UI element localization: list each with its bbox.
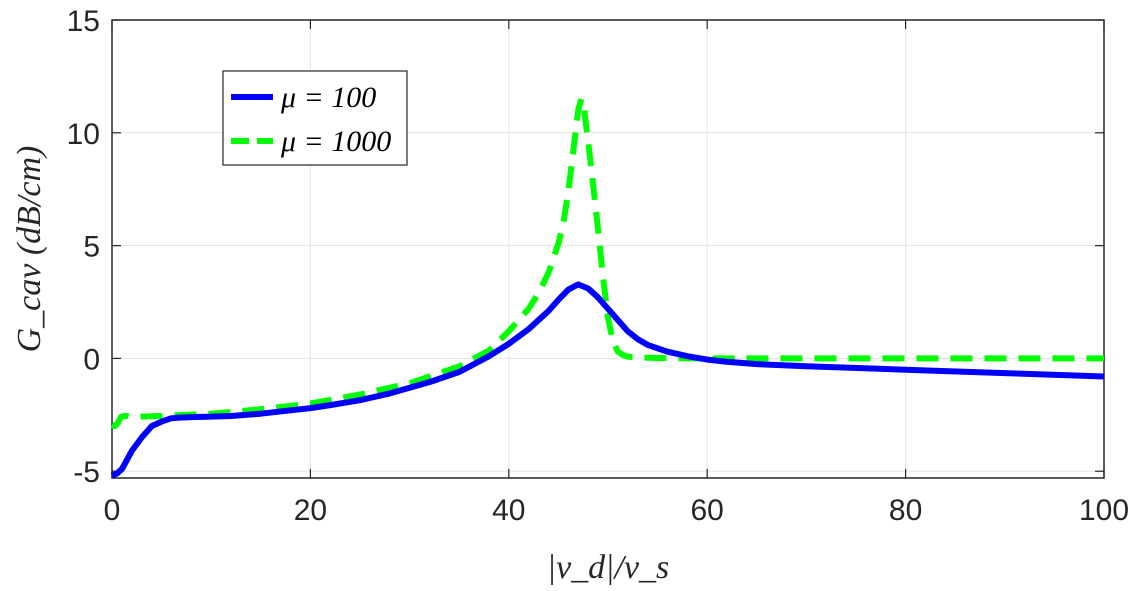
y-tick-label: -5: [73, 456, 100, 489]
x-tick-label: 60: [691, 494, 724, 527]
x-tick-label: 40: [492, 494, 525, 527]
x-tick-label: 100: [1079, 494, 1129, 527]
y-axis-label: G_cav (dB/cm): [11, 146, 48, 353]
x-axis-label: |v_d|/v_s: [547, 549, 670, 586]
y-tick-label: 15: [67, 5, 100, 38]
x-tick-label: 80: [889, 494, 922, 527]
y-tick-label: 0: [83, 343, 100, 376]
series-line-1: [110, 281, 1105, 479]
legend-label-2: μ = 1000: [280, 125, 391, 158]
y-tick-label: 5: [83, 231, 100, 264]
y-tick-label: 10: [67, 118, 100, 151]
legend: μ = 100 μ = 1000: [222, 70, 408, 166]
series-line-2: [110, 96, 1104, 430]
legend-box: [222, 70, 408, 166]
plot-frame: [111, 19, 1105, 479]
x-tick-label: 0: [104, 494, 121, 527]
x-tick-label: 20: [294, 494, 327, 527]
legend-label-1: μ = 100: [280, 81, 376, 114]
series-layer: [110, 96, 1105, 479]
